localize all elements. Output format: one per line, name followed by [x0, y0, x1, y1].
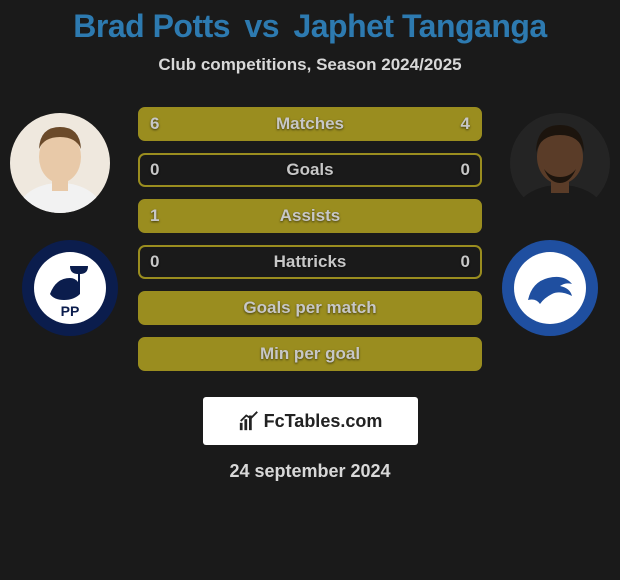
stat-value-left: 6	[150, 114, 159, 134]
stat-value-right: 0	[461, 160, 470, 180]
stat-value-right: 4	[461, 114, 470, 134]
club1-svg: PP	[20, 238, 120, 338]
subtitle: Club competitions, Season 2024/2025	[0, 55, 620, 75]
stat-bar: 0 Goals 0	[138, 153, 482, 187]
vs-label: vs	[244, 8, 279, 44]
stat-label: Goals per match	[243, 298, 376, 318]
stat-value-left: 0	[150, 252, 159, 272]
player2-avatar	[510, 113, 610, 213]
stat-value-left: 1	[150, 206, 159, 226]
fctables-text: FcTables.com	[264, 411, 383, 432]
stat-bar: 6 Matches 4	[138, 107, 482, 141]
date-label: 24 september 2024	[0, 461, 620, 482]
stat-label: Assists	[280, 206, 340, 226]
fctables-logo: FcTables.com	[203, 397, 418, 445]
stat-label: Min per goal	[260, 344, 360, 364]
stat-bar: Min per goal	[138, 337, 482, 371]
stat-bar: 0 Hattricks 0	[138, 245, 482, 279]
stat-bar: 1 Assists	[138, 199, 482, 233]
player1-avatar-svg	[10, 113, 110, 213]
player1-name: Brad Potts	[73, 8, 230, 44]
comparison-body: PP 6 Matches 4 0 Goals 0 1 Assists 0 Hattricks 0 Go…	[0, 103, 620, 383]
player2-name: Japhet Tanganga	[293, 8, 546, 44]
stat-label: Goals	[286, 160, 333, 180]
stat-value-left: 0	[150, 160, 159, 180]
stat-label: Hattricks	[274, 252, 347, 272]
player2-avatar-svg	[510, 113, 610, 213]
player2-club-badge	[500, 238, 600, 338]
stat-label: Matches	[276, 114, 344, 134]
stat-bar: Goals per match	[138, 291, 482, 325]
club2-svg	[500, 238, 600, 338]
player1-club-badge: PP	[20, 238, 120, 338]
svg-text:PP: PP	[61, 303, 80, 319]
stat-value-right: 0	[461, 252, 470, 272]
player1-avatar	[10, 113, 110, 213]
fctables-icon	[238, 410, 260, 432]
comparison-title: Brad Potts vs Japhet Tanganga	[0, 0, 620, 45]
stat-bars: 6 Matches 4 0 Goals 0 1 Assists 0 Hattricks 0 Goals…	[138, 107, 482, 383]
